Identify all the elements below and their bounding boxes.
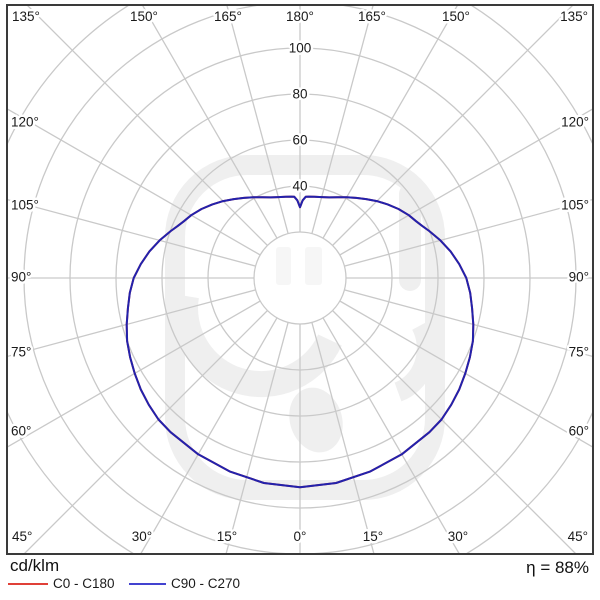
angle-label-top: 150° [442, 9, 470, 24]
angle-label-bottom: 30° [132, 529, 152, 544]
angle-label-right: 120° [561, 115, 589, 130]
angle-label-right: 60° [569, 424, 589, 439]
legend-label-c90-c270: C90 - C270 [171, 576, 241, 591]
radial-tick-label: 60 [292, 133, 307, 148]
angle-label-right: 90° [569, 270, 589, 285]
angle-label-left: 75° [11, 345, 31, 360]
radial-tick-label: 100 [289, 41, 312, 56]
angle-label-top: 165° [358, 9, 386, 24]
angle-label-right: 75° [569, 345, 589, 360]
angle-label-left: 105° [11, 198, 39, 213]
efficiency-value: η = 88% [526, 558, 589, 577]
angle-label-bottom: 30° [448, 529, 468, 544]
legend-line-c90-c270 [129, 583, 166, 585]
chart-legend: C0 - C180 C90 - C270 [0, 576, 600, 596]
angle-label-bottom: 15° [217, 529, 237, 544]
legend-line-c0-c180 [8, 583, 48, 585]
watermark-logo [165, 155, 445, 500]
angle-label-bottom: 45° [12, 529, 32, 544]
angle-label-top: 150° [130, 9, 158, 24]
axis-labels: 135° 150° 165° 180° 165° 150° 135° 45° 30° 15° 0° 1… [9, 7, 592, 547]
angle-label-left: 60° [11, 424, 31, 439]
units-label: cd/klm [10, 556, 60, 575]
legend-label-c0-c180: C0 - C180 [53, 576, 115, 591]
plot-frame [6, 4, 594, 555]
angle-label-bottom: 45° [568, 529, 588, 544]
angle-label-top: 165° [214, 9, 242, 24]
angle-label-right: 105° [561, 198, 589, 213]
angle-label-top: 135° [560, 9, 588, 24]
radial-tick-label: 40 [292, 179, 307, 194]
angle-label-left: 90° [11, 270, 31, 285]
radial-tick-label: 80 [292, 87, 307, 102]
angle-label-top: 135° [12, 9, 40, 24]
angle-label-top: 180° [286, 9, 314, 24]
curve-c90-c270 [125, 195, 475, 489]
angle-label-bottom: 15° [363, 529, 383, 544]
angle-label-bottom: 0° [294, 529, 307, 544]
angle-label-left: 120° [11, 115, 39, 130]
